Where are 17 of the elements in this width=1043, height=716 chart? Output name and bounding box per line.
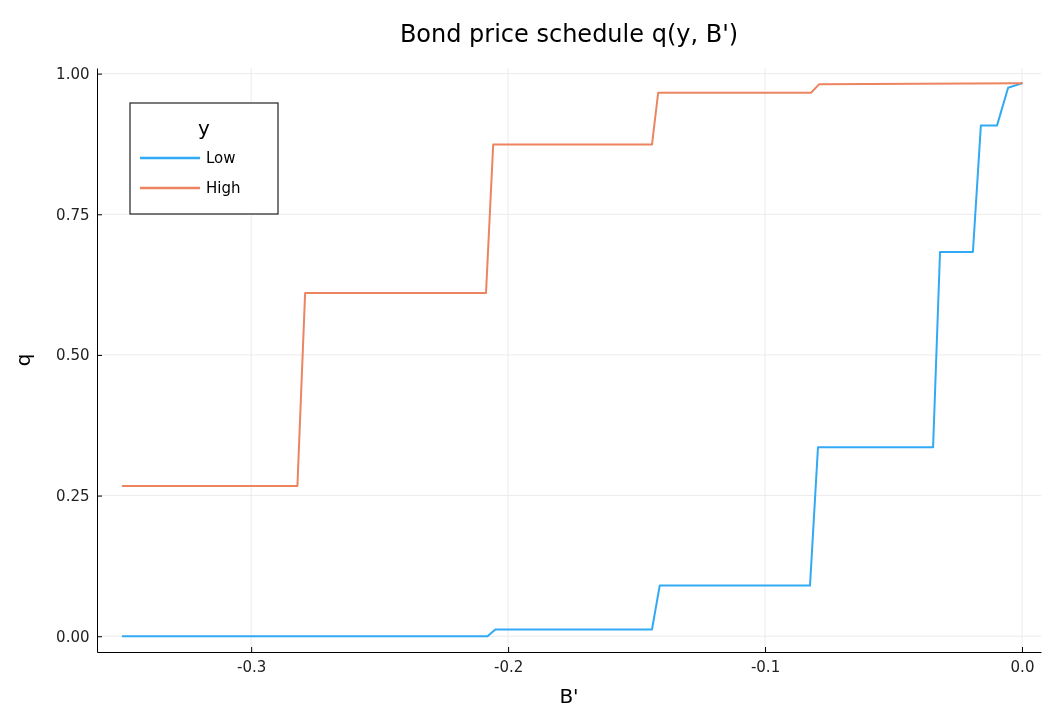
legend-label: Low (206, 149, 236, 167)
legend-title: y (198, 116, 211, 140)
y-tick-label: 0.50 (56, 346, 90, 365)
y-tick-label: 1.00 (56, 64, 90, 83)
line-series (121, 82, 1023, 488)
x-axis-title: B' (559, 684, 579, 708)
x-tick-label: -0.2 (493, 657, 524, 676)
line-series (121, 82, 1023, 638)
y-tick-label: 0.25 (56, 486, 90, 505)
x-tick-label: -0.1 (750, 657, 781, 676)
y-tick-label: 0.75 (56, 205, 90, 224)
chart-title: Bond price schedule q(y, B') (399, 20, 739, 48)
y-tick-label: 0.00 (56, 627, 90, 646)
x-tick-label: 0.0 (1010, 657, 1035, 676)
legend-label: High (206, 179, 241, 197)
y-axis-title: q (11, 353, 35, 367)
x-tick-label: -0.3 (237, 657, 267, 676)
